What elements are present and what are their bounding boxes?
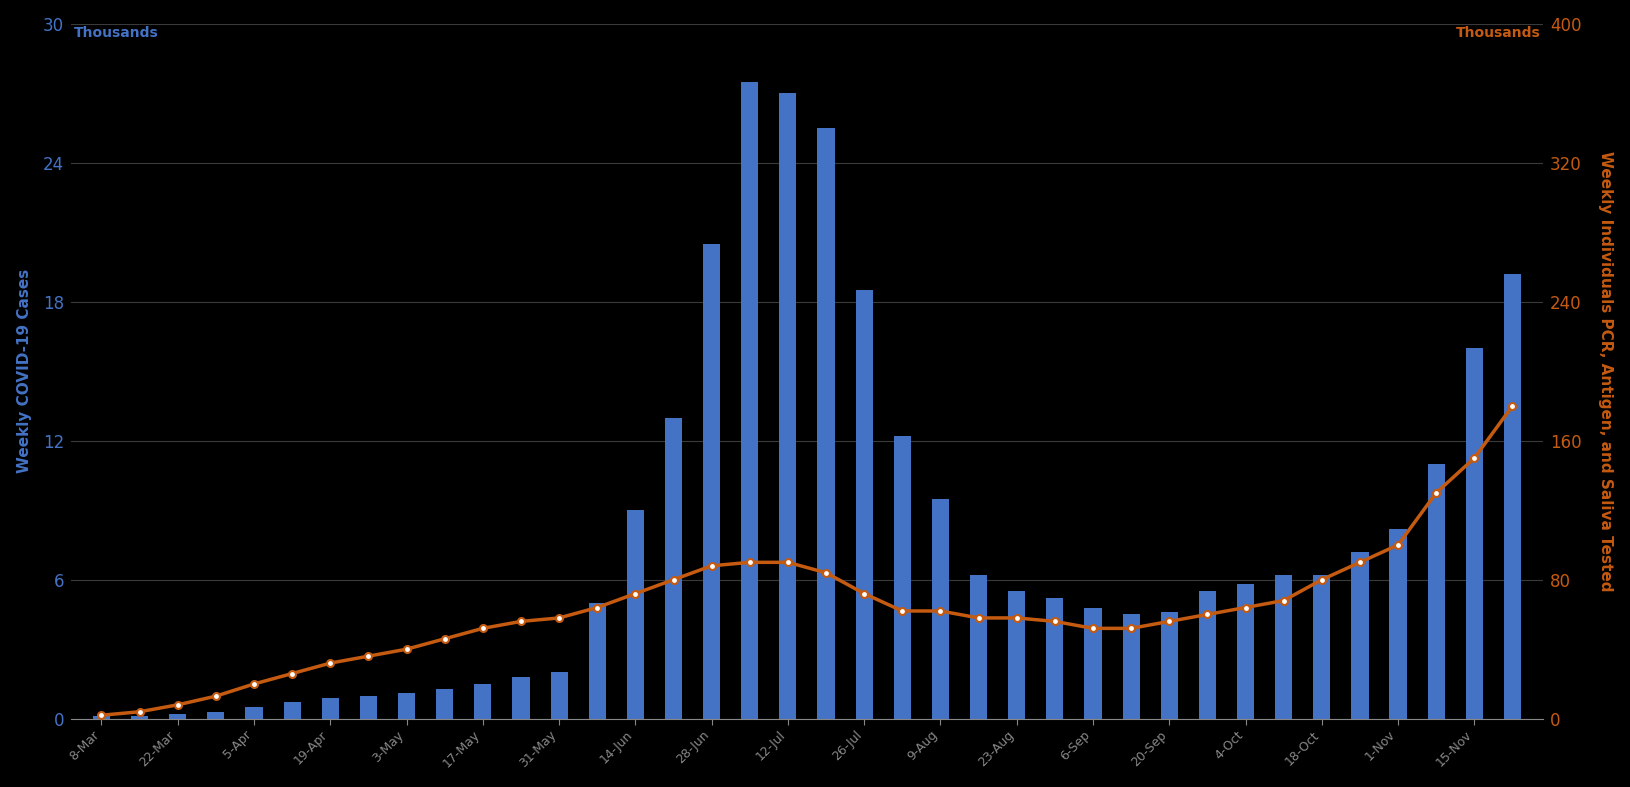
Y-axis label: Weekly Individuals PCR, Antigen, and Saliva Tested: Weekly Individuals PCR, Antigen, and Sal… <box>1599 151 1614 592</box>
Bar <box>779 93 797 719</box>
Bar <box>818 128 835 719</box>
Bar <box>1275 575 1293 719</box>
Bar <box>474 684 491 719</box>
Bar <box>628 510 644 719</box>
Bar <box>703 244 720 719</box>
Bar <box>170 714 186 719</box>
Bar <box>1237 584 1253 719</box>
Bar <box>742 82 758 719</box>
Bar <box>1046 598 1063 719</box>
Bar <box>284 703 300 719</box>
Bar <box>1161 612 1178 719</box>
Bar <box>1428 464 1444 719</box>
Bar <box>932 499 949 719</box>
Bar <box>246 708 262 719</box>
Bar <box>93 716 111 719</box>
Bar <box>1504 274 1521 719</box>
Bar <box>1351 552 1369 719</box>
Text: Thousands: Thousands <box>1456 27 1540 40</box>
Bar <box>1007 591 1025 719</box>
Text: Thousands: Thousands <box>73 27 158 40</box>
Bar <box>1198 591 1216 719</box>
Bar <box>398 693 416 719</box>
Bar <box>1084 608 1102 719</box>
Bar <box>588 603 606 719</box>
Bar <box>321 698 339 719</box>
Bar <box>856 290 872 719</box>
Bar <box>1389 529 1407 719</box>
Bar <box>970 575 988 719</box>
Bar <box>665 418 681 719</box>
Bar <box>437 689 453 719</box>
Bar <box>1314 575 1330 719</box>
Y-axis label: Weekly COVID-19 Cases: Weekly COVID-19 Cases <box>16 269 31 473</box>
Bar <box>130 716 148 719</box>
Bar <box>1123 615 1139 719</box>
Bar <box>207 711 225 719</box>
Bar <box>893 436 911 719</box>
Bar <box>1465 348 1483 719</box>
Bar <box>512 677 530 719</box>
Bar <box>551 672 567 719</box>
Bar <box>360 696 377 719</box>
